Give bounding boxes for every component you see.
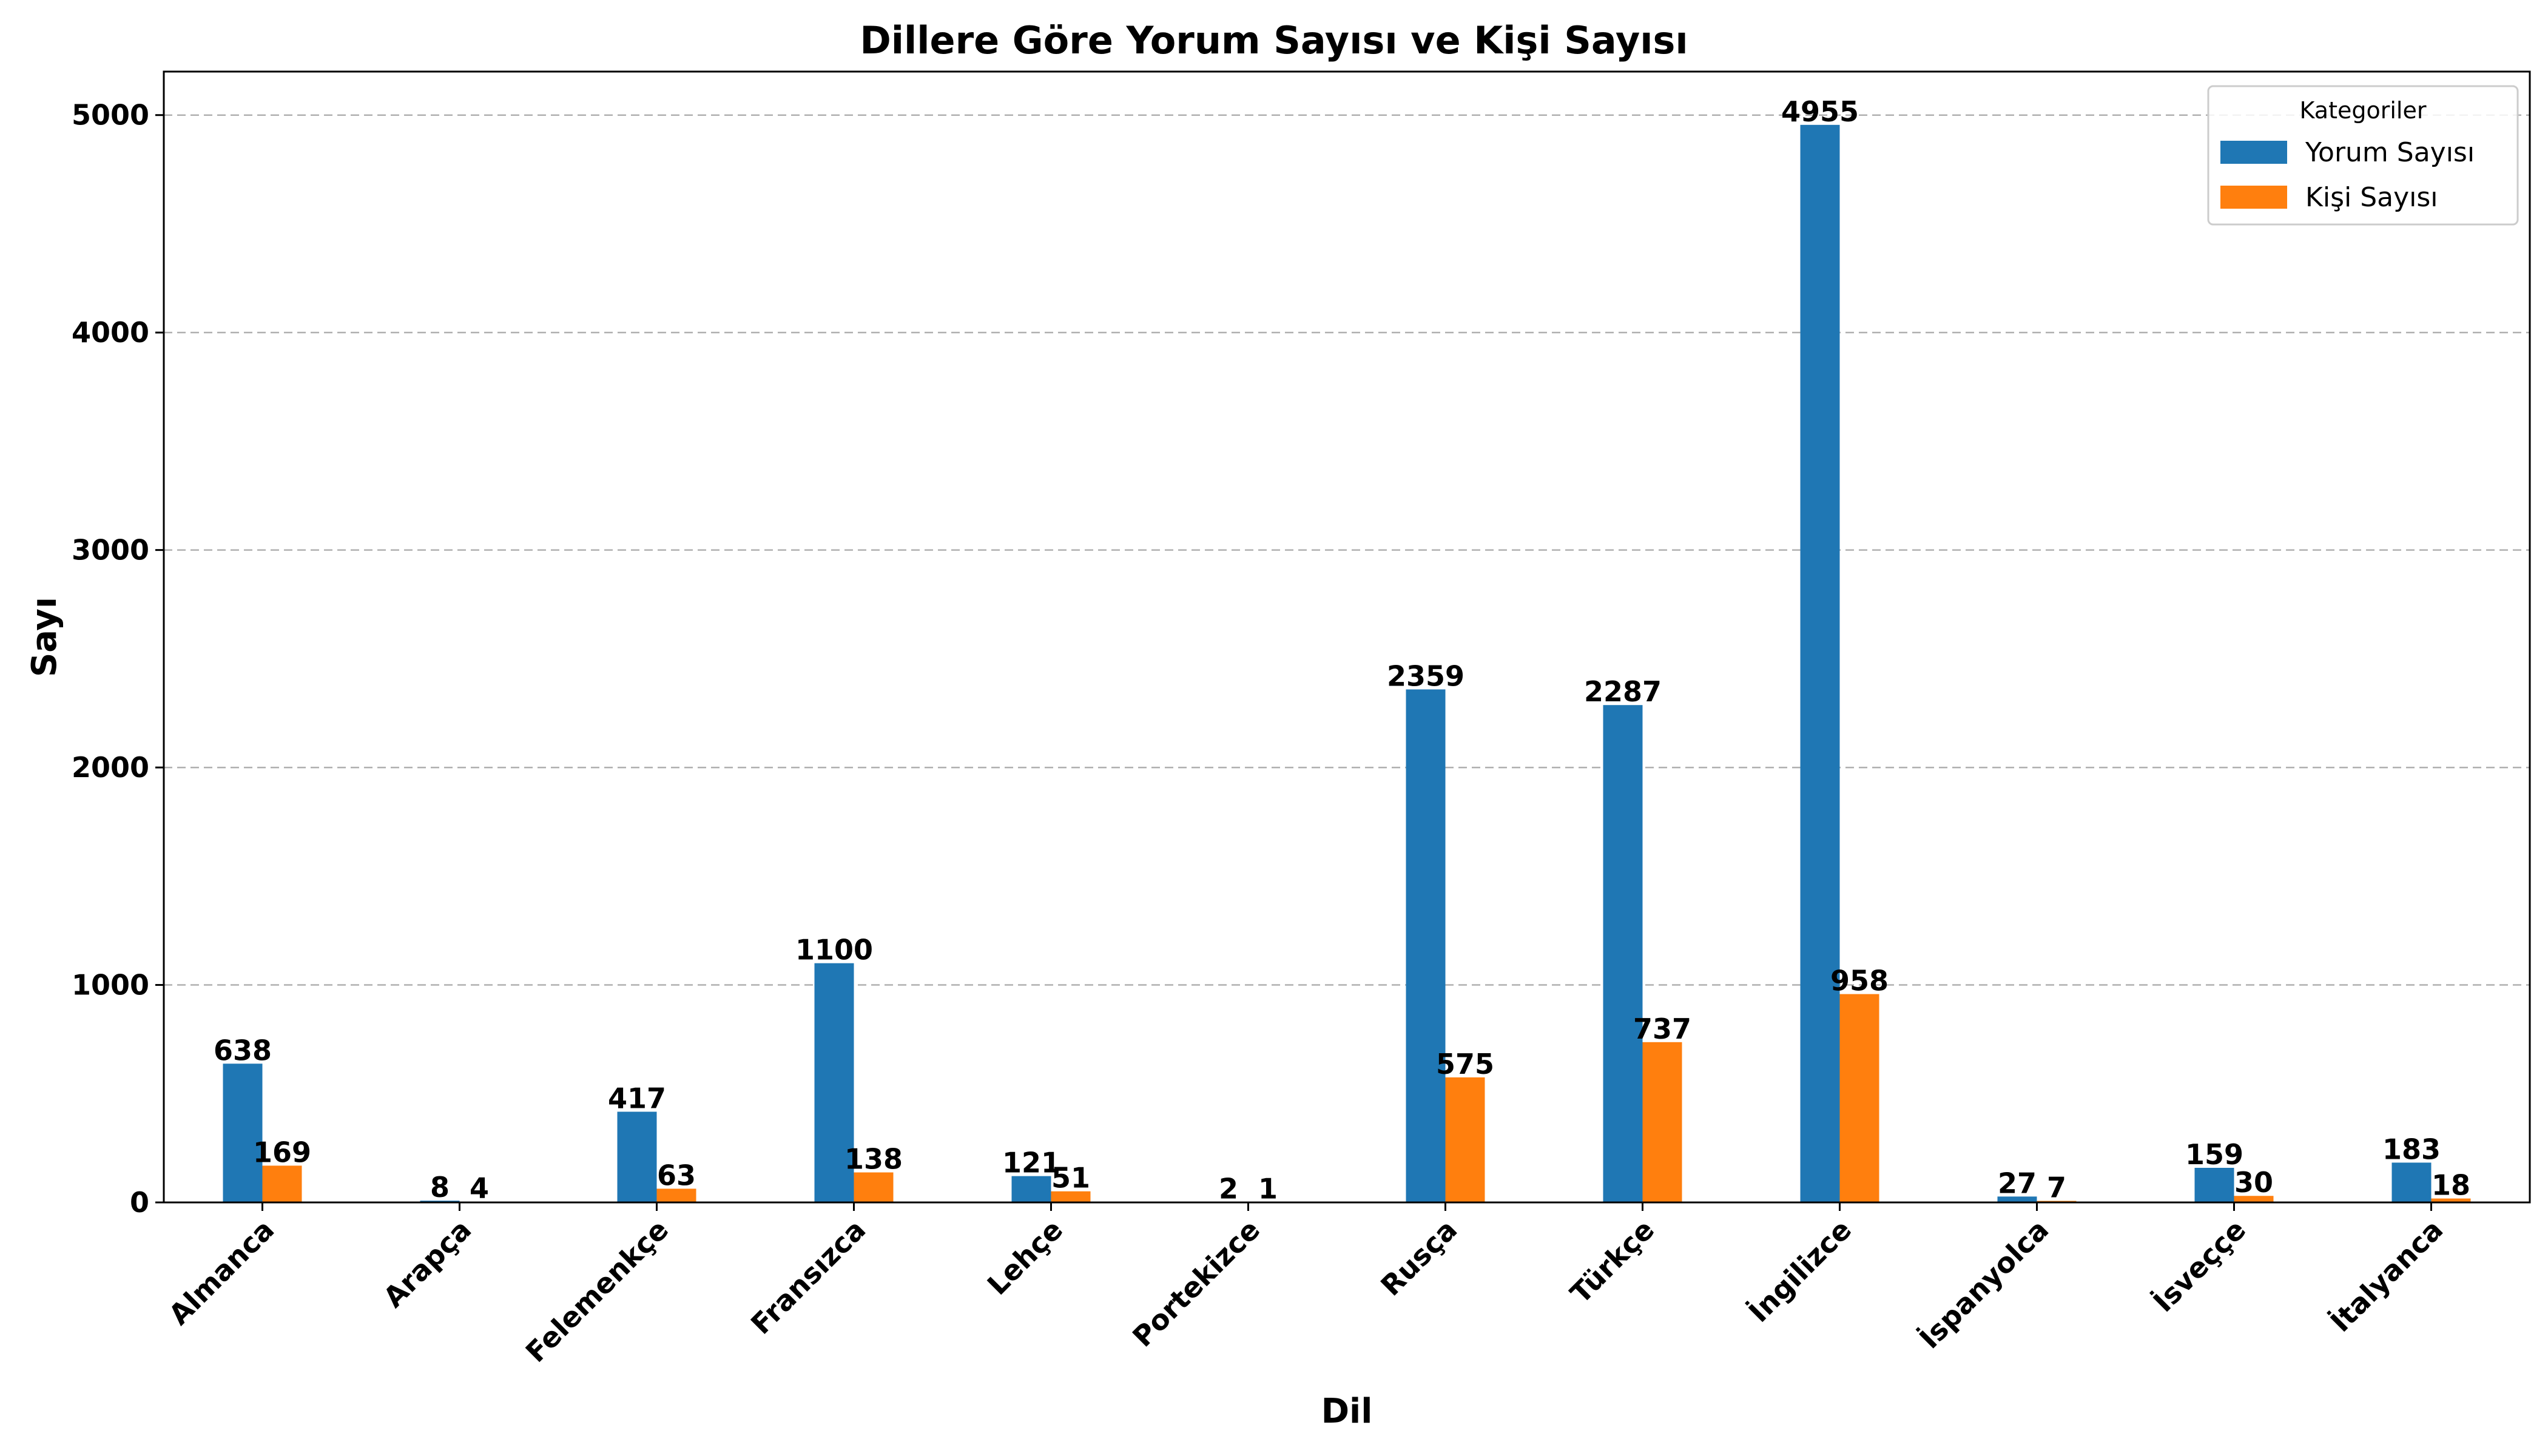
legend-swatch-yorum [2220,141,2287,164]
x-tick-label: İsveççe [2147,1213,2253,1319]
bar-kisi [1839,994,1879,1202]
x-tick-label: İspanyolca [1913,1213,2055,1355]
bar-value-label: 8 [430,1171,450,1204]
x-tick-label: Türkçe [1564,1213,1660,1310]
bar-yorum [2391,1162,2432,1202]
bar-value-label: 575 [1436,1048,1494,1080]
y-tick-label: 3000 [72,534,149,567]
x-axis: Almanca Arapça Felemenkçe Fransızca Lehçe Por… [163,1202,2449,1369]
bar-value-label: 958 [1830,965,1889,997]
bar-kisi [262,1165,302,1202]
bar-value-label: 169 [253,1136,311,1168]
bar-value-label: 121 [1002,1147,1060,1179]
legend-swatch-kisi [2220,186,2287,209]
x-tick-label: Arapça [377,1213,477,1314]
bar-value-label: 159 [2185,1138,2243,1171]
bar-value-label: 2359 [1387,659,1464,692]
grid-lines [164,114,2530,1204]
bar-value-label: 183 [2382,1133,2441,1165]
bar-value-label: 2287 [1584,675,1662,708]
bar-yorum [223,1063,263,1202]
bar-yorum [1800,124,1840,1202]
x-tick-label: Felemenkçe [519,1213,675,1369]
legend-label-kisi: Kişi Sayısı [2305,182,2438,213]
x-tick-label: Portekizce [1126,1213,1266,1353]
bar-kisi [854,1172,894,1202]
bar-yorum [1997,1196,2037,1202]
bar-kisi [2234,1196,2274,1202]
x-tick-label: Lehçe [981,1213,1069,1301]
bar-yorum [814,963,854,1202]
bar-value-label: 138 [844,1143,903,1176]
x-tick-label: Rusça [1374,1213,1463,1303]
y-axis: 0 1000 2000 3000 4000 5000 [72,99,164,1219]
bar-value-label: 63 [657,1159,696,1191]
bar-value-label: 4 [470,1172,489,1205]
bar-yorum [1406,689,1446,1202]
legend-title: Kategoriler [2300,97,2427,124]
bar-value-label: 1 [1258,1173,1278,1205]
y-tick-label: 1000 [72,969,149,1002]
bars [223,124,2471,1202]
x-axis-label: Dil [1321,1392,1373,1431]
x-tick-label: İtalyanca [2324,1213,2449,1338]
bar-yorum [2194,1168,2234,1202]
x-tick-label: Almanca [163,1213,281,1332]
x-tick-label: İngilizce [1742,1213,1858,1329]
bar-value-label: 737 [1633,1013,1691,1045]
plot-frame [163,70,2531,1204]
bar-yorum [617,1111,657,1202]
bar-kisi [656,1188,696,1202]
y-tick-label: 5000 [72,99,149,132]
bar-value-label: 30 [2234,1166,2273,1199]
bar-kisi [2431,1198,2471,1202]
y-tick-label: 0 [130,1186,149,1219]
bar-kisi [1445,1077,1485,1202]
bar-value-label: 7 [2047,1171,2066,1204]
y-axis-label: Sayı [25,597,64,677]
bar-value-label: 51 [1051,1162,1090,1195]
chart-title: Dillere Göre Yorum Sayısı ve Kişi Sayısı [860,18,1688,62]
y-tick-label: 4000 [72,316,149,349]
bar-value-label: 1100 [795,934,873,966]
bar-value-label: 417 [608,1082,666,1115]
bar-kisi [1051,1191,1091,1202]
y-tick-label: 2000 [72,751,149,784]
legend: Kategoriler Yorum Sayısı Kişi Sayısı [2207,85,2519,226]
bar-value-label: 2 [1219,1172,1238,1205]
x-tick-label: Fransızca [744,1213,872,1341]
bar-yorum [1603,705,1643,1202]
bar-value-label: 638 [214,1034,272,1067]
bar-value-label: 4955 [1781,95,1859,128]
bar-yorum [1011,1176,1051,1202]
bar-kisi [1642,1042,1682,1202]
legend-label-yorum: Yorum Sayısı [2305,137,2475,168]
bar-value-label: 27 [1998,1167,2037,1199]
bar-value-label: 18 [2432,1169,2470,1202]
